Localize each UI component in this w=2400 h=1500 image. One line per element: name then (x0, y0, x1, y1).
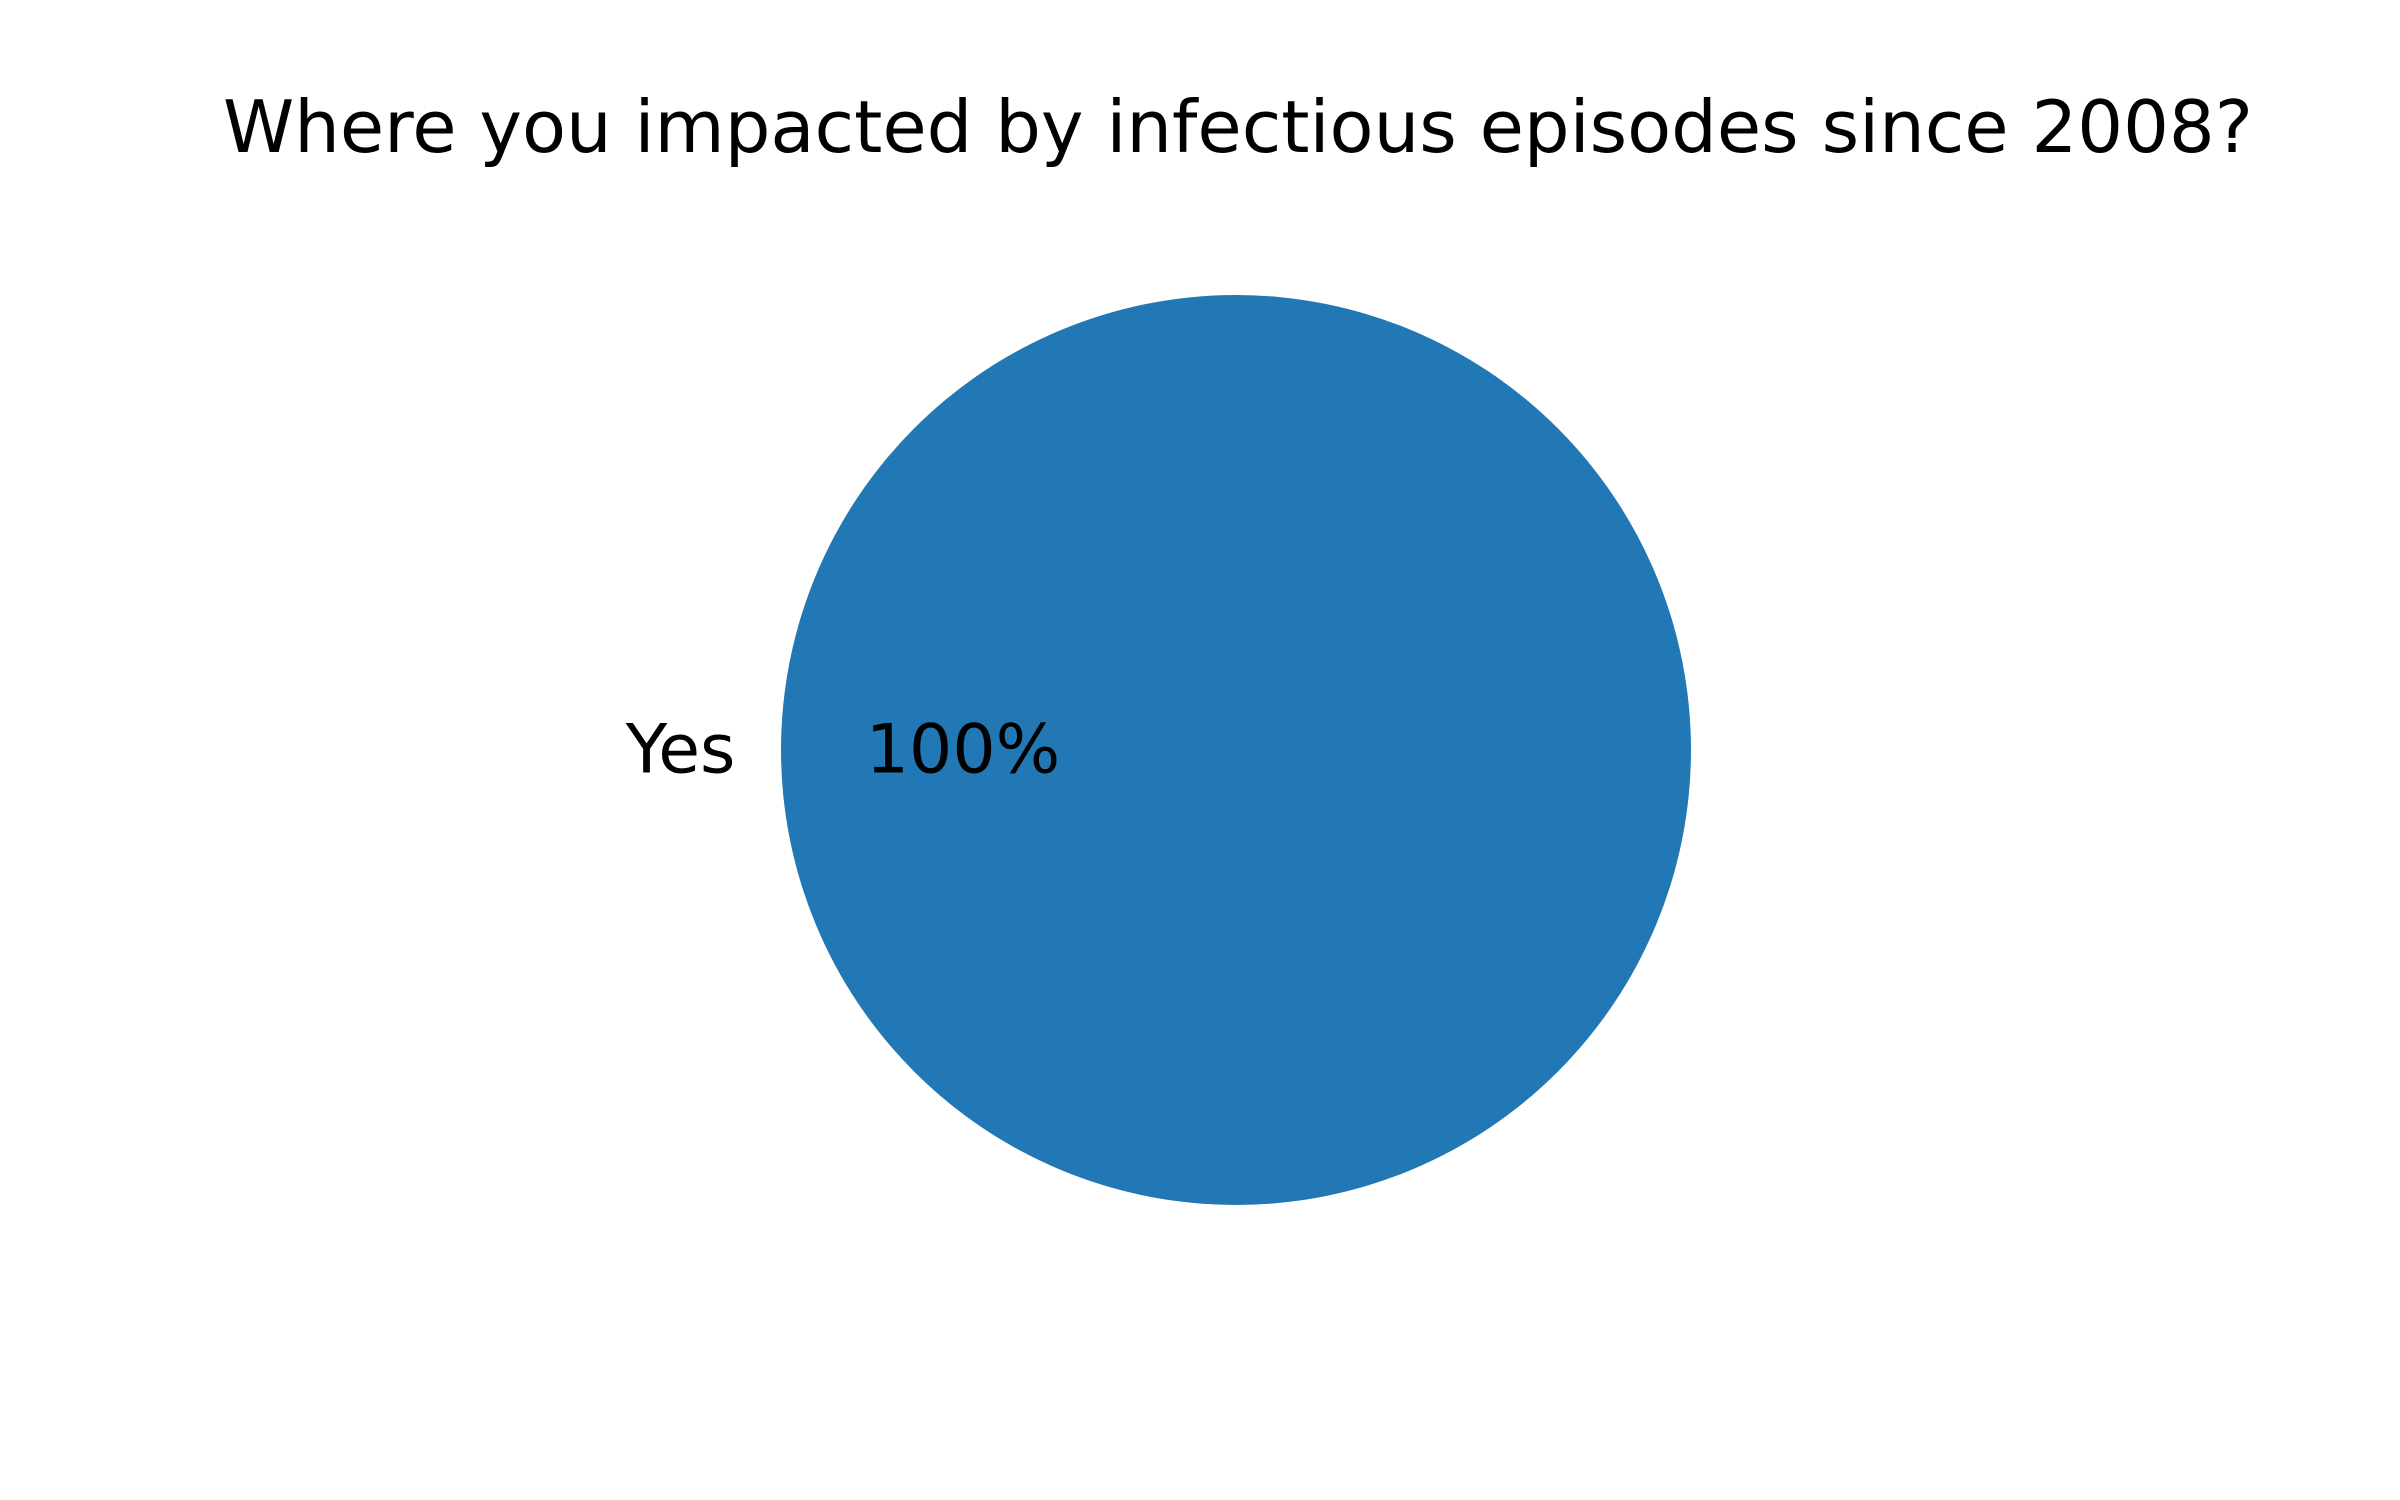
pie-slices (781, 295, 1691, 1205)
chart-title: Where you impacted by infectious episode… (223, 85, 2253, 169)
slice-percent-label: 100% (866, 711, 1060, 790)
pie-slice-yes (781, 295, 1691, 1205)
slice-label: Yes (625, 711, 736, 790)
pie-labels: Yes 100% (625, 711, 1060, 790)
